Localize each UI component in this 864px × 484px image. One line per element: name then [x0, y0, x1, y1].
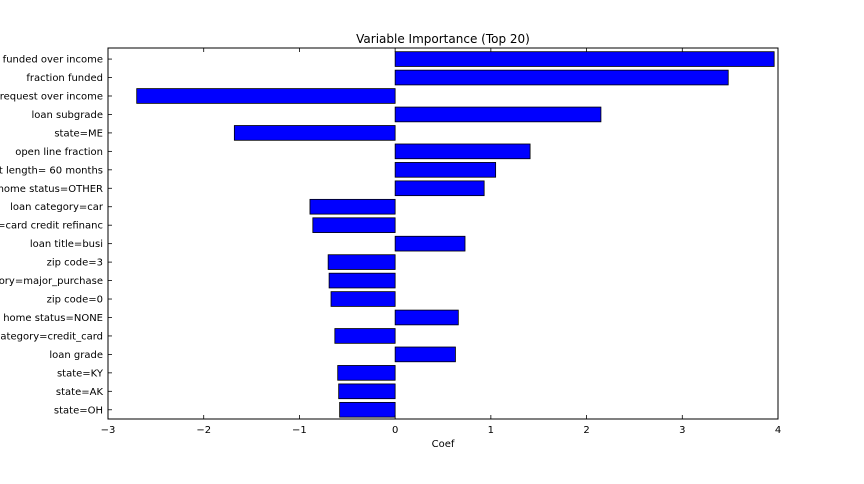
x-tick-label-2: −1	[292, 425, 307, 436]
y-tick-label-2: request over income	[0, 91, 103, 102]
x-tick-labels: −3 −2 −1 0 1 2 3 4	[101, 48, 781, 436]
bar-2	[136, 88, 396, 104]
bar-5	[394, 143, 531, 160]
y-tick-label-3: loan subgrade	[31, 110, 103, 121]
bar-8	[309, 198, 396, 215]
y-tick-label-10: loan title=busi	[30, 239, 103, 250]
bar-18	[338, 383, 396, 400]
bar-7	[394, 180, 485, 197]
y-tick-label-0: funded over income	[3, 55, 103, 66]
y-tick-label-18: state=AK	[56, 387, 104, 398]
x-tick-label-4: 1	[488, 425, 494, 436]
plot-frame	[107, 47, 779, 420]
y-tick-label-5: open line fraction	[15, 147, 103, 158]
bars-group	[136, 51, 775, 418]
y-tick-label-4: state=ME	[54, 128, 103, 139]
y-tick-label-16: loan grade	[49, 350, 103, 361]
bar-14	[394, 309, 459, 326]
bar-0	[394, 51, 775, 67]
y-tick-label-19: state=OH	[54, 405, 103, 416]
bar-13	[330, 291, 396, 307]
x-tick-label-6: 3	[679, 425, 685, 436]
bar-4	[233, 125, 396, 141]
y-tick-label-9: =card credit refinanc	[0, 221, 103, 232]
chart-title: Variable Importance (Top 20)	[356, 32, 530, 46]
y-tick-label-17: state=KY	[57, 368, 104, 379]
bar-16	[394, 346, 456, 363]
x-tick-label-5: 2	[583, 425, 589, 436]
bar-17	[337, 365, 396, 381]
y-tick-label-11: zip code=3	[47, 258, 103, 269]
x-tick-label-1: −2	[196, 425, 211, 436]
y-tick-label-14: home status=NONE	[3, 313, 103, 324]
x-tick-label-7: 4	[775, 425, 781, 436]
bar-3	[394, 106, 602, 123]
y-tick-label-15: ategory=credit_card	[0, 331, 103, 342]
y-tick-label-13: zip code=0	[47, 295, 103, 306]
bar-19	[339, 401, 396, 418]
x-tick-label-3: 0	[392, 425, 398, 436]
bar-15	[334, 328, 396, 344]
bar-11	[327, 254, 396, 270]
y-tick-label-12: ory=major_purchase	[0, 276, 103, 287]
bar-1	[394, 69, 729, 86]
bar-10	[394, 235, 466, 252]
x-axis-label: Coef	[432, 439, 455, 450]
x-tick-label-0: −3	[101, 425, 116, 436]
y-tick-label-1: fraction funded	[26, 73, 103, 84]
y-tick-label-6: t length= 60 months	[0, 165, 103, 176]
bar-12	[328, 272, 396, 289]
bar-6	[394, 162, 497, 178]
y-tick-label-7: home status=OTHER	[0, 184, 103, 195]
y-tick-label-8: loan category=car	[10, 202, 104, 213]
bar-9	[312, 217, 396, 233]
y-tick-labels: funded over income fraction funded request…	[0, 55, 112, 416]
